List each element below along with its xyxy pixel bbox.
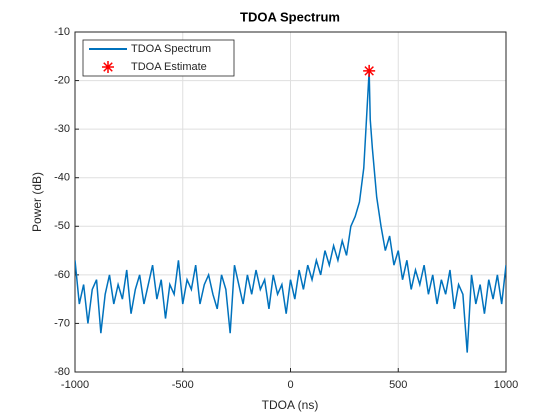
y-tick-label: -50 — [54, 220, 70, 232]
y-tick-label: -10 — [54, 26, 70, 38]
x-tick-label: 500 — [389, 379, 407, 391]
chart-title: TDOA Spectrum — [240, 9, 340, 24]
legend-label: TDOA Estimate — [131, 61, 207, 73]
y-tick-label: -20 — [54, 74, 70, 86]
axes-frame — [74, 31, 507, 373]
y-tick-label: -70 — [54, 317, 70, 329]
y-axis-label: Power (dB) — [30, 172, 44, 232]
estimate-marker — [363, 64, 376, 77]
x-tick-label: -500 — [172, 379, 194, 391]
x-tick-label: -1000 — [61, 379, 89, 391]
spectrum-line — [75, 70, 506, 353]
legend-marker — [102, 61, 114, 73]
y-tick-label: -80 — [54, 366, 70, 378]
x-tick-label: 0 — [287, 379, 293, 391]
y-tick-label: -30 — [54, 123, 70, 135]
y-tick-label: -40 — [54, 172, 70, 184]
legend-label: TDOA Spectrum — [131, 43, 211, 55]
y-tick-label: -60 — [54, 269, 70, 281]
plot-layer: -80 -70 -60 -50 -40 -30 -20 -10 -1000 -500 0 500 100… — [54, 26, 518, 391]
x-tick-label: 1000 — [494, 379, 518, 391]
x-axis-label: TDOA (ns) — [262, 398, 319, 412]
